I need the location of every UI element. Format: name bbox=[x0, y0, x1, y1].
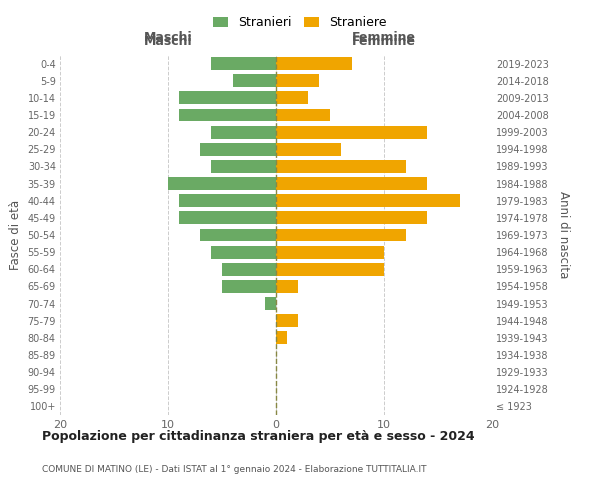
Text: COMUNE DI MATINO (LE) - Dati ISTAT al 1° gennaio 2024 - Elaborazione TUTTITALIA.: COMUNE DI MATINO (LE) - Dati ISTAT al 1°… bbox=[42, 465, 427, 474]
Bar bbox=[179, 92, 276, 104]
Text: Femmine: Femmine bbox=[352, 35, 416, 48]
Bar bbox=[222, 280, 276, 293]
Bar bbox=[179, 194, 276, 207]
Bar bbox=[211, 126, 276, 138]
Bar bbox=[200, 228, 276, 241]
Bar bbox=[222, 263, 276, 276]
Bar bbox=[265, 297, 276, 310]
Text: Femmine: Femmine bbox=[352, 31, 416, 44]
Bar bbox=[276, 332, 287, 344]
Text: Popolazione per cittadinanza straniera per età e sesso - 2024: Popolazione per cittadinanza straniera p… bbox=[42, 430, 475, 443]
Bar bbox=[179, 212, 276, 224]
Bar bbox=[276, 74, 319, 87]
Bar bbox=[276, 92, 308, 104]
Bar bbox=[211, 160, 276, 173]
Bar bbox=[276, 212, 427, 224]
Bar bbox=[276, 177, 427, 190]
Bar bbox=[276, 246, 384, 258]
Bar bbox=[276, 228, 406, 241]
Bar bbox=[276, 108, 330, 122]
Text: Maschi: Maschi bbox=[143, 35, 193, 48]
Bar bbox=[211, 246, 276, 258]
Bar bbox=[276, 280, 298, 293]
Bar bbox=[211, 57, 276, 70]
Bar bbox=[179, 108, 276, 122]
Bar bbox=[276, 143, 341, 156]
Y-axis label: Fasce di età: Fasce di età bbox=[9, 200, 22, 270]
Bar bbox=[276, 263, 384, 276]
Bar bbox=[276, 160, 406, 173]
Bar bbox=[276, 314, 298, 327]
Bar bbox=[276, 194, 460, 207]
Bar bbox=[168, 177, 276, 190]
Y-axis label: Anni di nascita: Anni di nascita bbox=[557, 192, 571, 278]
Bar bbox=[276, 57, 352, 70]
Legend: Stranieri, Straniere: Stranieri, Straniere bbox=[208, 11, 392, 34]
Text: Maschi: Maschi bbox=[143, 31, 193, 44]
Bar bbox=[233, 74, 276, 87]
Bar bbox=[276, 126, 427, 138]
Bar bbox=[200, 143, 276, 156]
